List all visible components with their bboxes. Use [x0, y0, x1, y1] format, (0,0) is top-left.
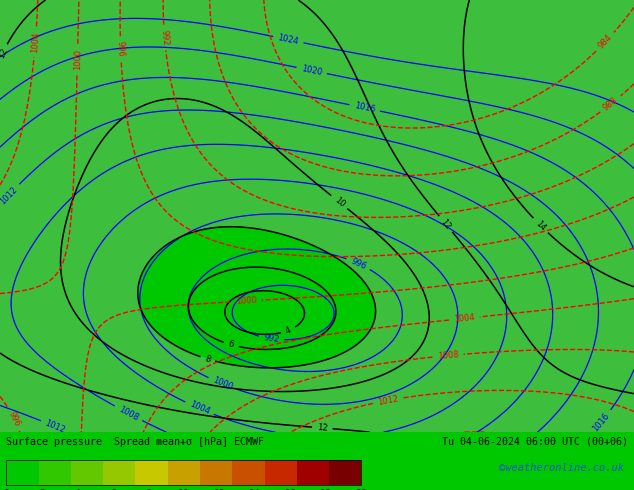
Text: Surface pressure  Spread mean+σ [hPa] ECMWF: Surface pressure Spread mean+σ [hPa] ECM…: [6, 437, 264, 447]
Text: 6: 6: [110, 489, 116, 490]
FancyBboxPatch shape: [168, 460, 200, 486]
FancyBboxPatch shape: [136, 460, 168, 486]
Text: 8: 8: [204, 354, 212, 364]
Text: 1020: 1020: [301, 64, 323, 77]
Text: 992: 992: [263, 333, 280, 344]
Text: 1008: 1008: [117, 404, 140, 422]
Text: 984: 984: [597, 33, 614, 51]
Text: 1000: 1000: [211, 376, 234, 392]
Text: 8: 8: [145, 489, 152, 490]
Text: 1000: 1000: [235, 296, 257, 306]
Text: 14: 14: [534, 219, 547, 232]
Text: 12: 12: [317, 423, 328, 433]
Text: 12: 12: [214, 489, 225, 490]
Text: 2: 2: [39, 489, 45, 490]
Text: 10: 10: [332, 196, 346, 209]
Text: 4: 4: [74, 489, 81, 490]
Text: 1012: 1012: [44, 418, 67, 435]
Text: 1016: 1016: [353, 101, 376, 115]
Text: ©weatheronline.co.uk: ©weatheronline.co.uk: [500, 463, 624, 473]
FancyBboxPatch shape: [232, 460, 264, 486]
Text: 20: 20: [356, 489, 367, 490]
Text: 12: 12: [439, 217, 453, 231]
Text: 996: 996: [116, 41, 126, 57]
Text: 996: 996: [6, 410, 22, 428]
Text: 12: 12: [0, 47, 9, 60]
Text: 1000: 1000: [73, 49, 82, 70]
Text: 14: 14: [249, 489, 261, 490]
FancyBboxPatch shape: [71, 460, 103, 486]
Text: 992: 992: [159, 29, 170, 46]
Text: 1024: 1024: [277, 33, 300, 46]
FancyBboxPatch shape: [200, 460, 232, 486]
Text: 996: 996: [349, 256, 368, 271]
Text: 1012: 1012: [0, 185, 19, 206]
Text: 1012: 1012: [377, 394, 399, 407]
FancyBboxPatch shape: [264, 460, 297, 486]
Text: 1004: 1004: [188, 400, 210, 416]
Text: Tu 04-06-2024 06:00 UTC (00+06): Tu 04-06-2024 06:00 UTC (00+06): [442, 437, 628, 447]
Text: 10: 10: [178, 489, 190, 490]
Text: 6: 6: [228, 340, 235, 350]
Text: 1016: 1016: [591, 411, 611, 433]
Text: 1008: 1008: [437, 350, 459, 361]
FancyBboxPatch shape: [6, 460, 39, 486]
FancyBboxPatch shape: [329, 460, 361, 486]
Text: 18: 18: [320, 489, 332, 490]
FancyBboxPatch shape: [103, 460, 136, 486]
Text: 0: 0: [3, 489, 10, 490]
FancyBboxPatch shape: [297, 460, 329, 486]
Text: 1004: 1004: [453, 313, 476, 324]
FancyBboxPatch shape: [39, 460, 71, 486]
Text: 16: 16: [285, 489, 296, 490]
Text: 4: 4: [284, 325, 292, 336]
Text: 1004: 1004: [30, 31, 41, 53]
Text: 988: 988: [602, 96, 620, 113]
